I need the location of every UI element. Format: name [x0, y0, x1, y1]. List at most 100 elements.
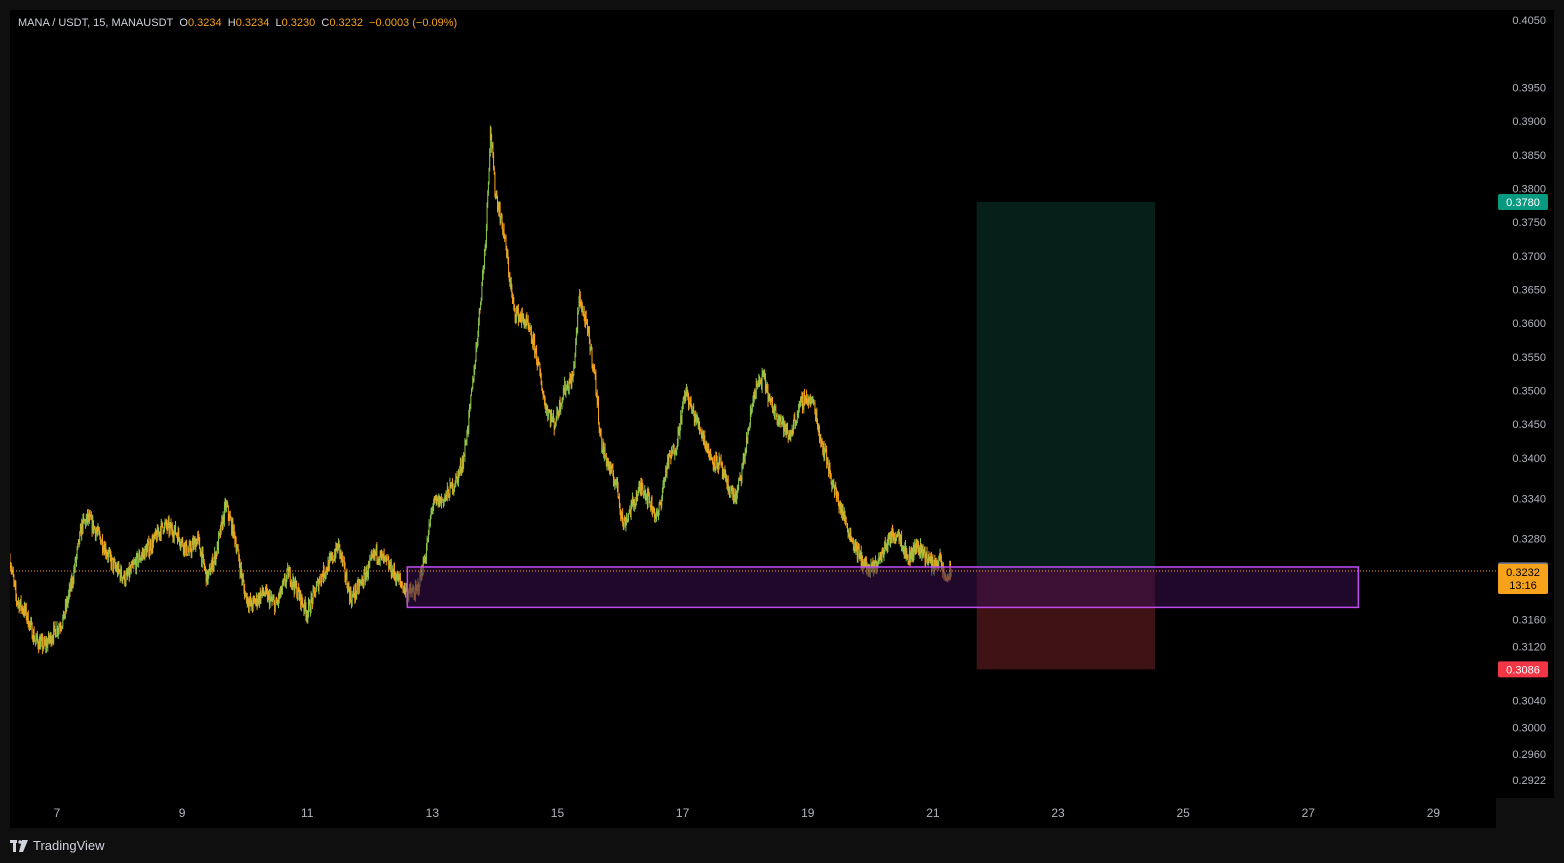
candle-body	[521, 313, 523, 318]
candle-body	[931, 557, 932, 570]
chart-pane[interactable]	[9, 10, 1496, 798]
candle-body	[397, 572, 399, 582]
candle-body	[198, 534, 199, 537]
candle-body	[258, 595, 260, 603]
candle-body	[270, 595, 272, 599]
candle-body	[171, 526, 173, 534]
candle-body	[841, 509, 843, 515]
high-value: 0.3234	[235, 17, 270, 29]
candle-body	[789, 434, 791, 439]
candle-body	[717, 467, 719, 469]
candle-body	[776, 415, 777, 417]
candle-body	[570, 377, 571, 379]
time-scale[interactable]: 7 9 11 13 15 17 19 21 23 25 27 29	[10, 798, 1496, 828]
candle-body	[658, 504, 660, 514]
candle-body	[677, 443, 678, 449]
candle-body	[57, 626, 58, 633]
candle-body	[633, 499, 635, 506]
candle-body	[213, 559, 215, 565]
candle-body	[340, 550, 342, 558]
candle-body	[545, 408, 547, 413]
candle-body	[91, 517, 92, 520]
candle-body	[53, 625, 55, 628]
candle-body	[158, 532, 160, 537]
candle-body	[591, 347, 592, 350]
candle-body	[370, 555, 372, 559]
candle-body	[597, 401, 599, 403]
candle-body	[288, 570, 290, 577]
candle-body	[734, 497, 736, 501]
candle-body	[193, 540, 195, 548]
candle-body	[232, 520, 234, 538]
candle-body	[620, 509, 622, 516]
candle-body	[718, 458, 720, 469]
candle-body	[159, 531, 161, 537]
candle-body	[207, 573, 209, 583]
tradingview-brand[interactable]: TradingView	[10, 838, 105, 853]
price-axis[interactable]: 0.4050 0.3950 0.3900 0.3850 0.3800 0.3750 0.37…	[1496, 10, 1554, 798]
candle-body	[723, 470, 725, 478]
candle-body	[821, 441, 823, 443]
price-scale[interactable]: 0.4050 0.3950 0.3900 0.3850 0.3800 0.3750 0.37…	[1496, 10, 1554, 798]
candle-body	[357, 581, 358, 592]
candle-body	[652, 510, 653, 513]
candle-body	[635, 494, 637, 506]
candle-body	[206, 570, 208, 583]
candle-body	[226, 503, 228, 507]
candle-body	[12, 570, 13, 572]
candle-body	[458, 472, 460, 474]
candle-body	[554, 425, 556, 430]
candle-body	[205, 569, 207, 583]
candle-body	[427, 540, 429, 542]
candle-body	[305, 607, 307, 617]
candle-body	[456, 475, 457, 477]
candle-body	[327, 570, 328, 572]
time-axis[interactable]: 7 9 11 13 15 17 19 21 23 25 27 29	[10, 798, 1496, 828]
candle-body	[659, 502, 661, 505]
candle-body	[430, 512, 432, 517]
candle-body	[587, 324, 588, 332]
candle-body	[14, 581, 15, 584]
candle-body	[266, 589, 268, 592]
candle-body	[67, 598, 69, 604]
candle-body	[708, 443, 710, 457]
candle-body	[819, 439, 821, 441]
candle-body	[122, 577, 124, 581]
candle-body	[726, 477, 728, 488]
candle-body	[183, 545, 184, 552]
candle-body	[220, 529, 221, 534]
candle-body	[564, 382, 565, 394]
candle-body	[235, 541, 236, 543]
candle-body	[16, 595, 17, 602]
candle-body	[764, 373, 766, 378]
candle-body	[632, 498, 634, 500]
candle-body	[604, 448, 606, 456]
candle-body	[907, 554, 908, 559]
candle-body	[744, 460, 745, 462]
candle-body	[469, 404, 471, 407]
candle-body	[695, 416, 696, 423]
price-chart[interactable]	[9, 10, 1496, 798]
candle-body	[72, 581, 74, 584]
candle-body	[875, 560, 877, 570]
candle-body	[126, 572, 128, 575]
candle-body	[712, 460, 713, 463]
candle-body	[499, 206, 501, 222]
candle-body	[765, 373, 766, 389]
candle-body	[293, 584, 295, 592]
candle-body	[929, 558, 931, 562]
candle-body	[384, 557, 386, 558]
candle-body	[772, 411, 774, 412]
candle-body	[63, 611, 64, 618]
candle-body	[791, 430, 793, 432]
candle-body	[889, 535, 891, 545]
candle-body	[99, 533, 101, 537]
candle-body	[219, 529, 221, 534]
candle-body	[368, 563, 370, 565]
candle-body	[235, 541, 237, 551]
candle-body	[136, 554, 137, 570]
candle-body	[878, 556, 880, 564]
candle-body	[899, 535, 901, 544]
candle-body	[873, 561, 875, 571]
stop-price-label-bg	[1498, 661, 1548, 678]
